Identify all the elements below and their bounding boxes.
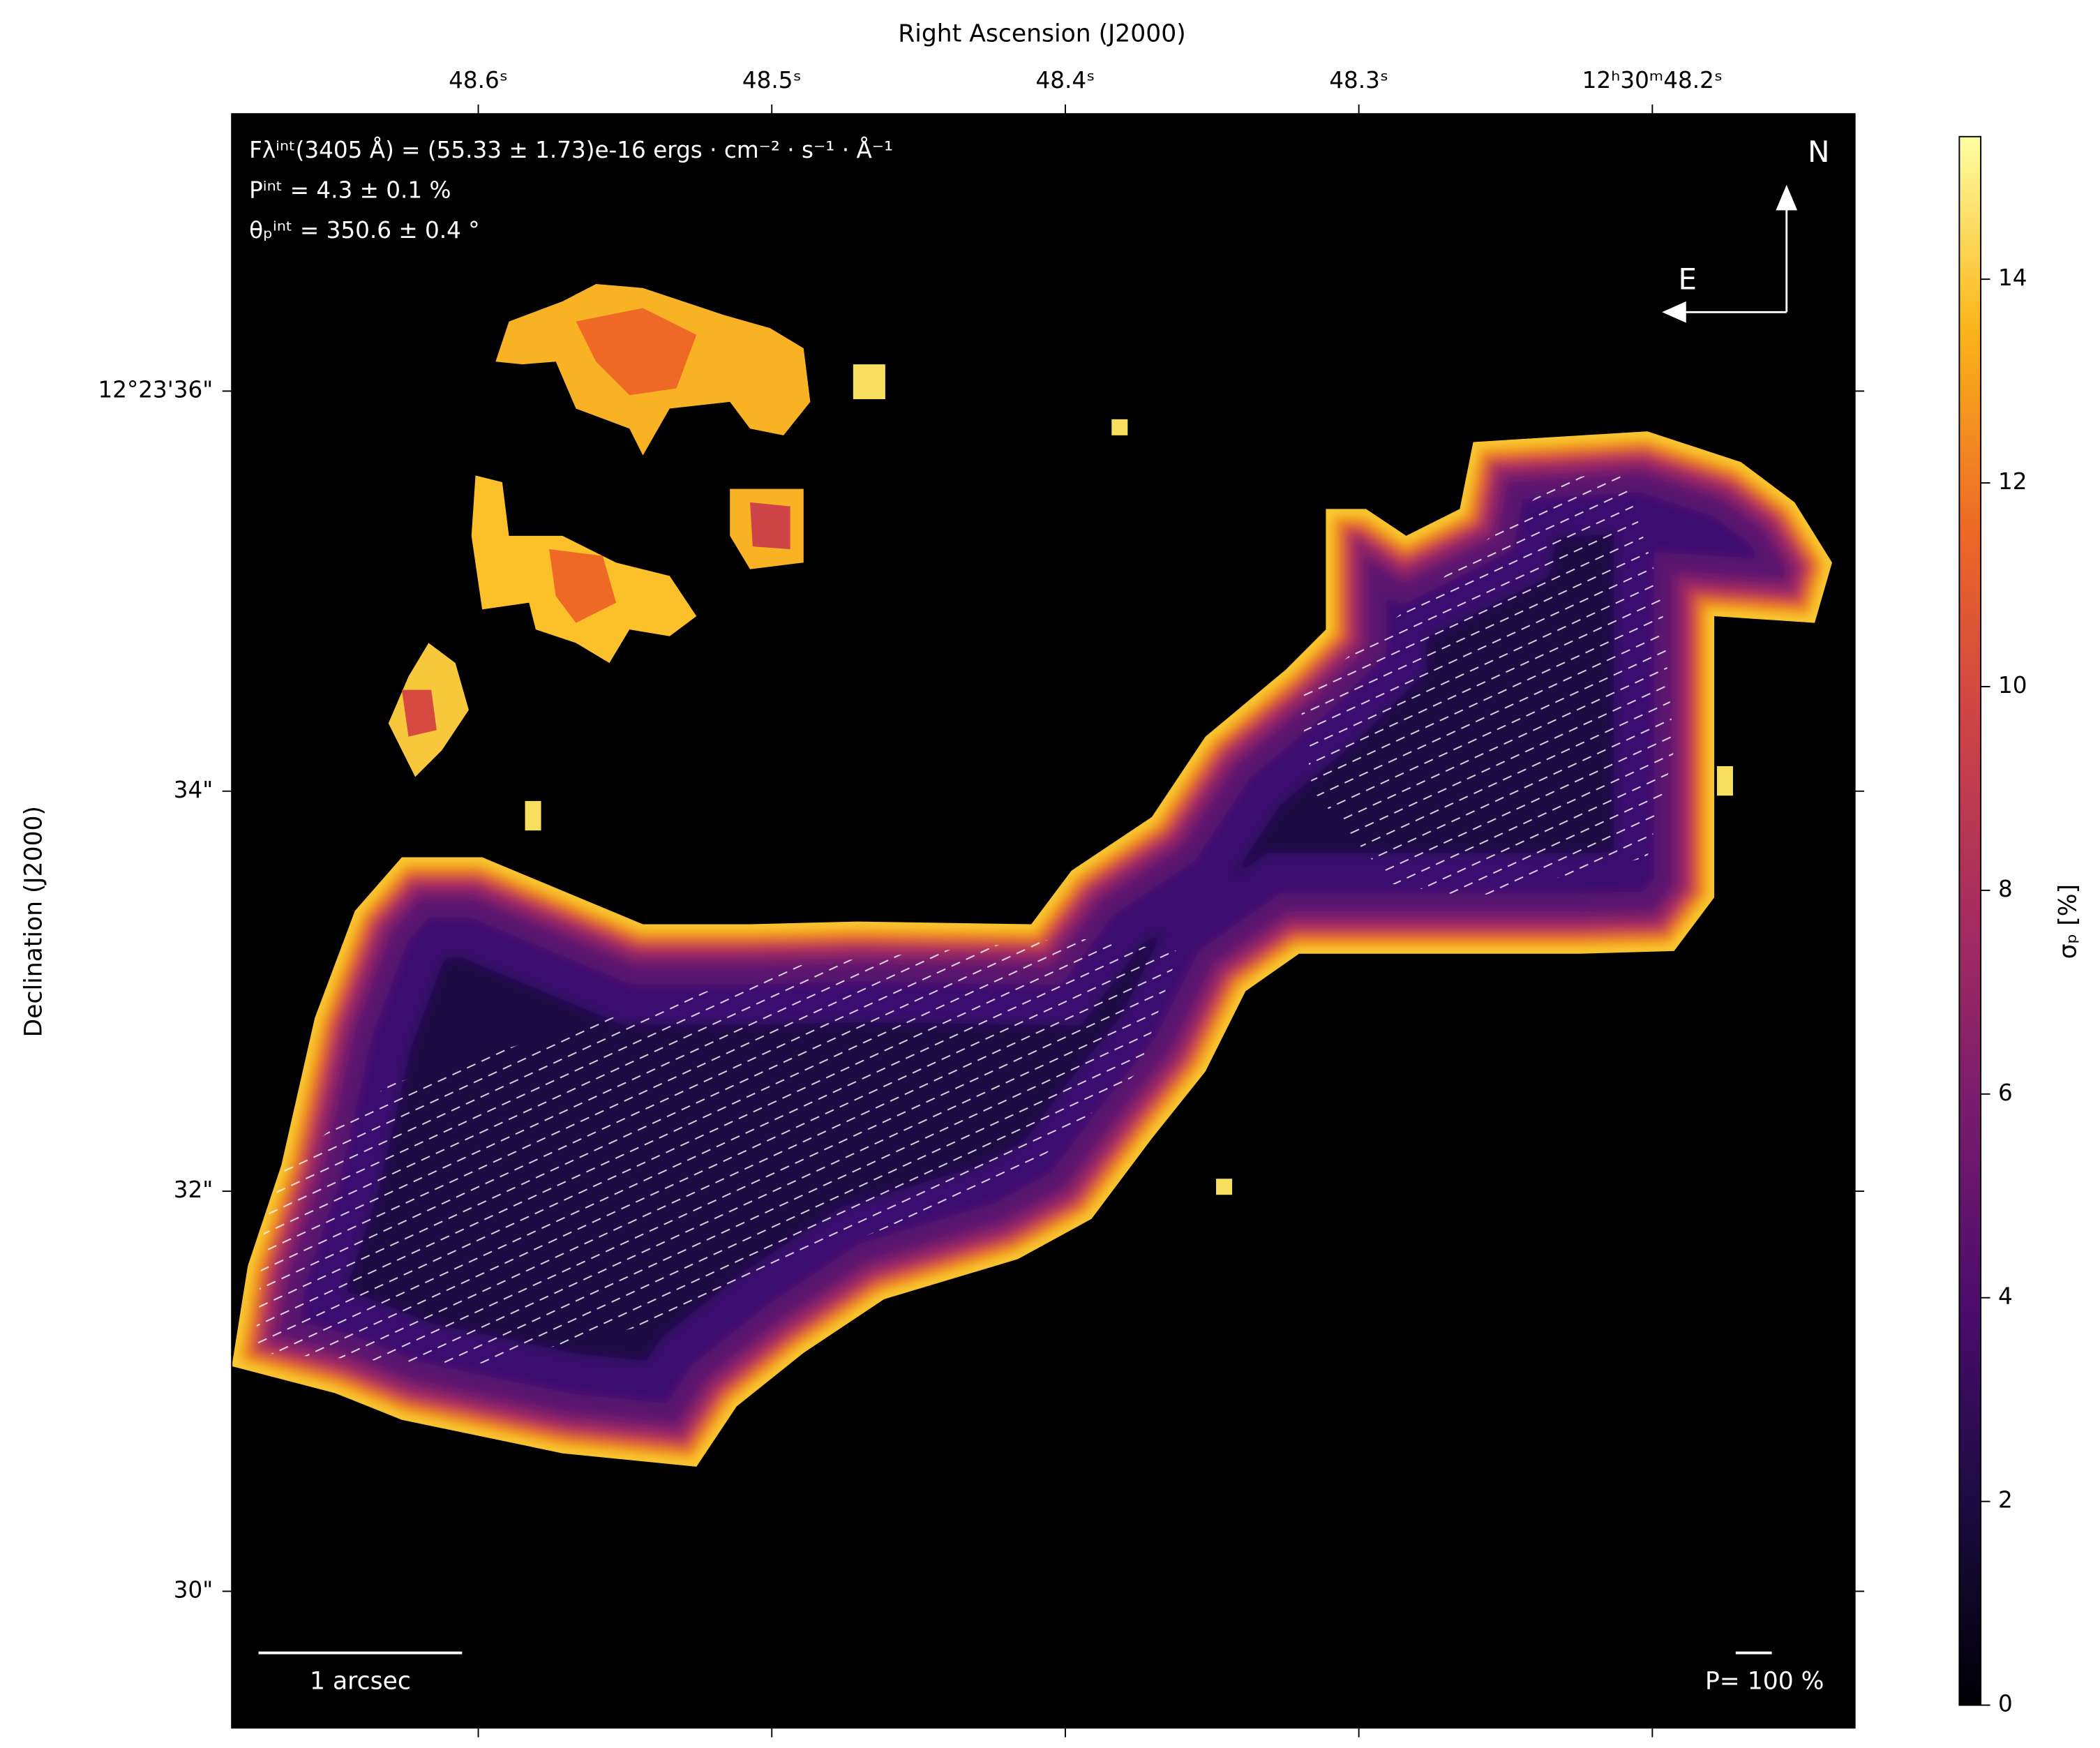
colorbar [1958,135,1982,1706]
colorbar-tick-label: 0 [1998,1691,2013,1717]
colorbar-tick-label: 14 [1998,264,2027,291]
colorbar-tick-label: 4 [1998,1283,2013,1310]
scale-bar-label: 1 arcsec [310,1667,411,1695]
x-tick-label: 48.4ˢ [1036,67,1095,94]
blobs [388,283,1733,1195]
colorbar-tick-label: 8 [1998,876,2013,902]
x-tick-label: 12ʰ30ᵐ48.2ˢ [1582,67,1723,94]
arrow-head [1662,301,1686,323]
colorbar-tick-label: 12 [1998,468,2027,495]
y-tick-label: 30" [174,1576,213,1603]
y-axis-label: Declination (J2000) [20,806,47,1037]
x-axis-label: Right Ascension (J2000) [898,20,1185,47]
compass-north: N [1808,135,1830,169]
vector-scale-label: P= 100 % [1705,1667,1824,1695]
colorbar-tick-label: 10 [1998,672,2027,699]
y-tick-label: 34" [174,777,213,803]
arrow-head [1776,184,1798,211]
body [232,431,1833,1467]
axes: 48.6ˢ 48.5ˢ 48.4ˢ 48.3ˢ 12ʰ30ᵐ48.2ˢ 12°23'36"… [98,67,2027,1738]
annotation: Pⁱⁿᵗ = 4.3 ± 0.1 % [249,177,451,203]
colorbar-tick-label: 2 [1998,1487,2013,1514]
annotation: θₚⁱⁿᵗ = 350.6 ± 0.4 ° [249,217,480,244]
colorbar-tick-label: 6 [1998,1080,2013,1106]
y-tick-label: 32" [174,1176,213,1203]
colorbar-label: σₚ [%] [2054,884,2082,959]
x-tick-label: 48.5ˢ [742,67,802,94]
annotation: Fλⁱⁿᵗ(3405 Å) = (55.33 ± 1.73)e-16 ergs … [249,137,893,163]
compass: N E [1662,135,1830,323]
x-tick-label: 48.3ˢ [1329,67,1388,94]
map [232,114,1855,1728]
plot-frame [231,113,1856,1729]
y-tick-label: 12°23'36" [98,376,213,403]
x-tick-label: 48.6ˢ [449,67,508,94]
compass-east: E [1678,262,1697,297]
